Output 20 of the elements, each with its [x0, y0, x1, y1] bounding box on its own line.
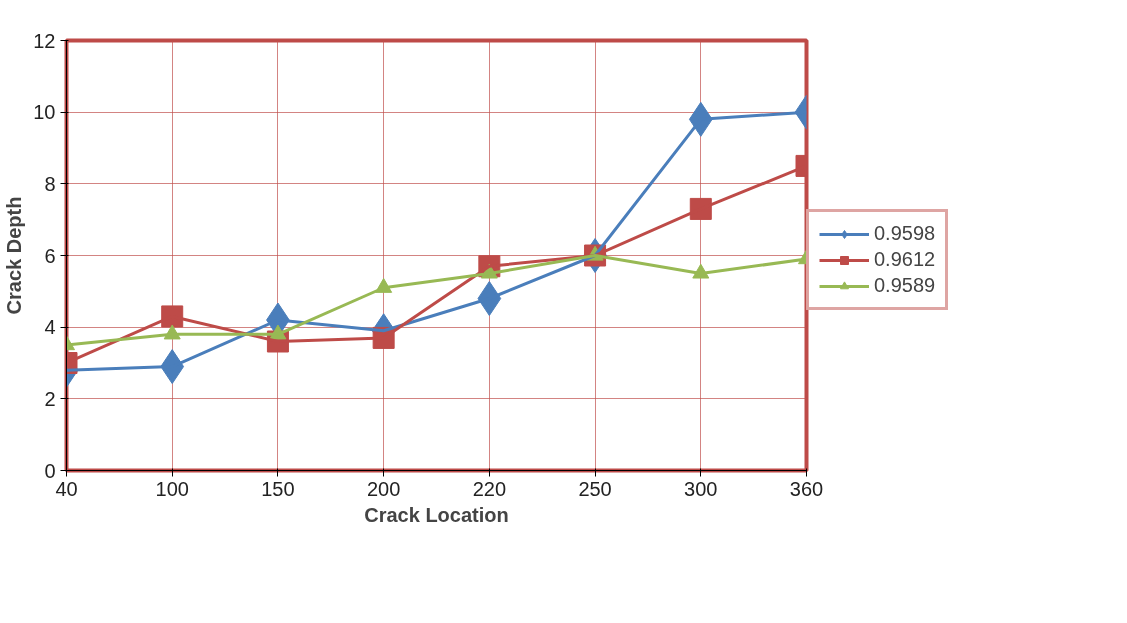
y-axis-title: Crack Depth	[3, 196, 26, 315]
legend-label: 0.9598	[874, 222, 936, 245]
x-tick-label: 40	[55, 477, 78, 500]
y-tick-label: 4	[44, 316, 56, 339]
legend-label: 0.9589	[874, 274, 936, 297]
x-tick-label: 150	[261, 477, 295, 500]
x-tick-label: 360	[789, 477, 824, 500]
y-tick-label: 8	[44, 172, 56, 195]
x-tick-label: 200	[366, 477, 401, 500]
y-tick-label: 10	[33, 101, 56, 124]
y-tick-label: 2	[44, 387, 56, 410]
legend-label: 0.9612	[874, 248, 936, 271]
x-tick-label: 220	[472, 477, 507, 500]
x-tick-label: 300	[684, 477, 718, 500]
x-tick-label: 250	[578, 477, 612, 500]
y-tick-label: 6	[44, 244, 56, 267]
y-tick-label: 0	[44, 459, 56, 482]
x-tick-label: 100	[155, 477, 189, 500]
x-axis-title: Crack Location	[364, 503, 509, 526]
y-tick-label: 12	[33, 29, 56, 52]
